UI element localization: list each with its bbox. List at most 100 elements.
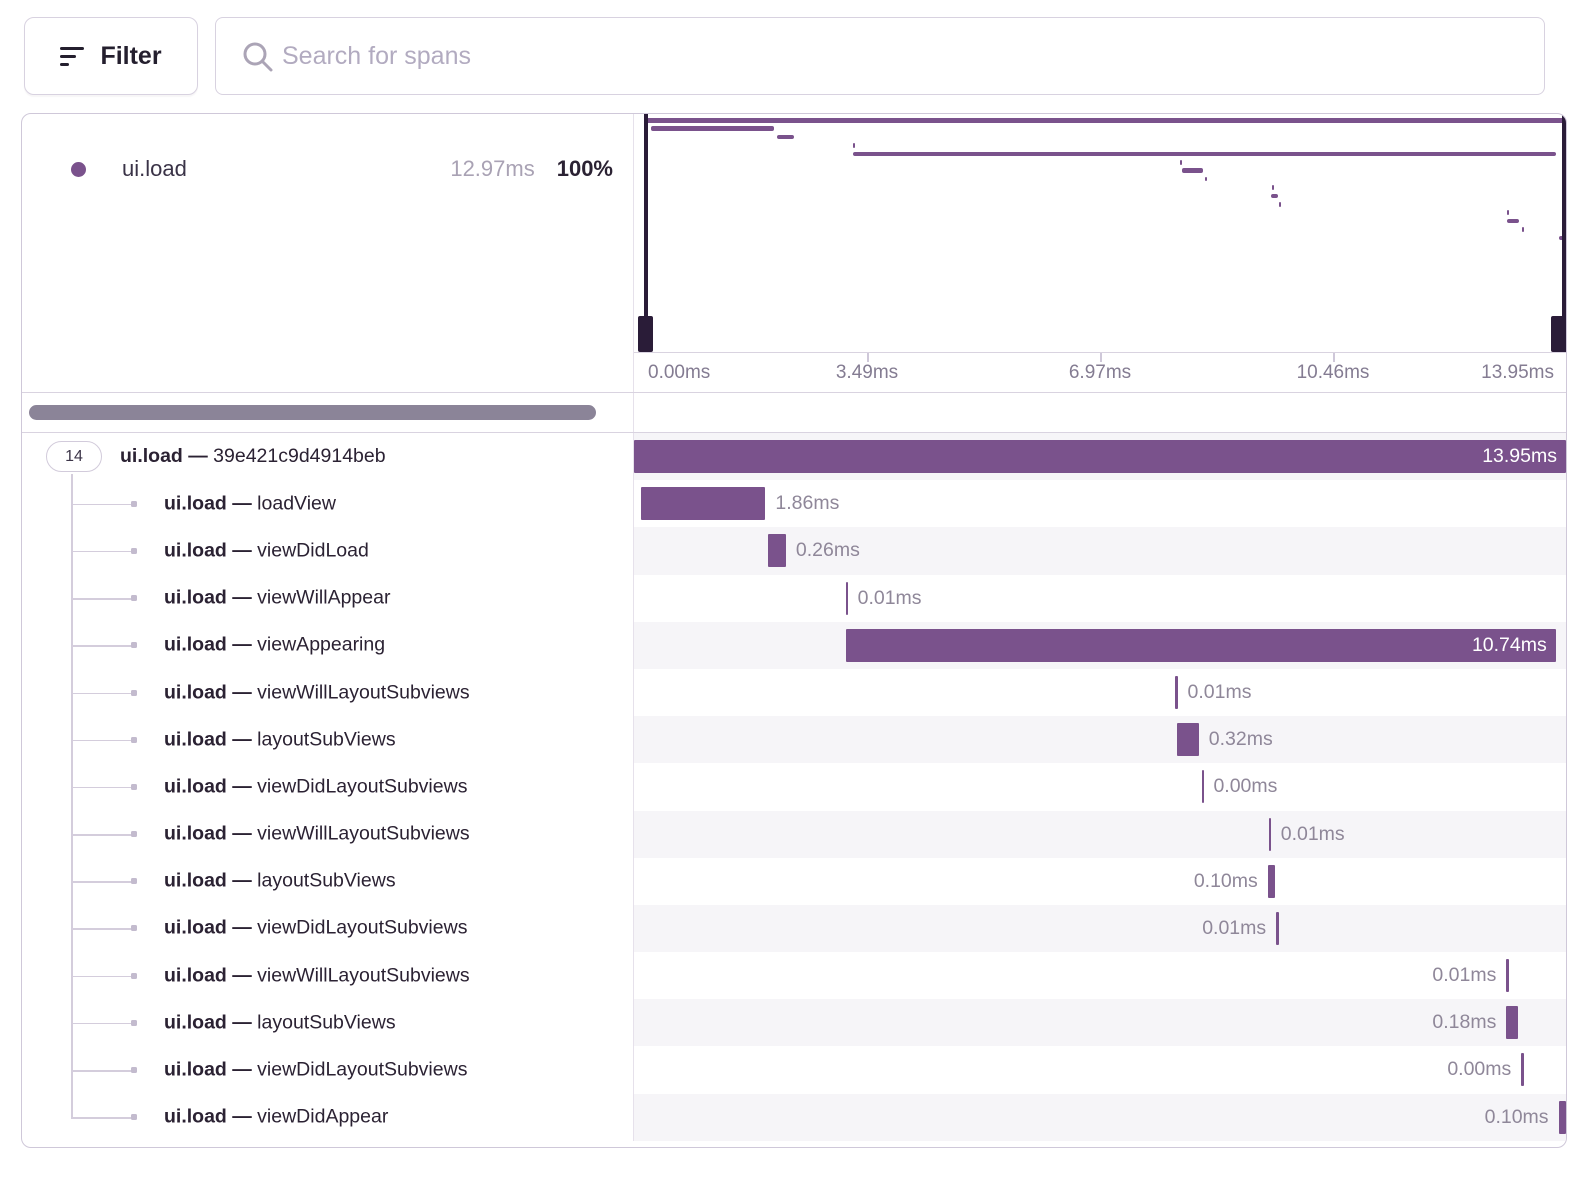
search-input[interactable] (282, 18, 1530, 94)
span-duration-bar[interactable] (1558, 1100, 1566, 1134)
span-description: viewAppearing (257, 633, 386, 656)
span-row[interactable]: ui.load — layoutSubViews 0.32ms (22, 716, 1566, 764)
span-duration-bar[interactable] (1521, 1053, 1524, 1087)
span-row[interactable]: ui.load — layoutSubViews 0.18ms (22, 999, 1566, 1047)
span-description: viewDidLayoutSubviews (257, 1058, 468, 1081)
span-label: ui.load — viewWillLayoutSubviews (164, 823, 470, 846)
scrollbar-track (22, 393, 634, 432)
trace-minimap[interactable] (634, 114, 1566, 353)
span-label: ui.load — viewWillAppear (164, 587, 390, 610)
span-row[interactable]: ui.load — viewWillLayoutSubviews 0.01ms (22, 668, 1566, 717)
span-row[interactable]: ui.load — layoutSubViews 0.10ms (22, 857, 1566, 905)
span-duration-bar[interactable] (640, 487, 766, 521)
waterfall-cell: 0.10ms (634, 1093, 1566, 1141)
span-label: ui.load — viewDidLayoutSubviews (164, 917, 467, 940)
waterfall-cell: 0.01ms (634, 669, 1566, 716)
minimap-span-area (644, 114, 1566, 352)
span-op: ui.load — (164, 1058, 258, 1081)
tree-connector (71, 739, 131, 742)
duration-label: 0.10ms (1484, 1105, 1549, 1128)
waterfall-cell: 0.01ms (634, 904, 1566, 953)
minimap-grip-right[interactable] (1551, 316, 1566, 353)
span-tree-cell: ui.load — viewDidAppear (22, 1093, 634, 1141)
span-description: layoutSubViews (257, 1011, 396, 1034)
minimap-span-bar (1205, 176, 1208, 182)
span-duration-bar[interactable] (1175, 675, 1178, 709)
minimap-handle-right[interactable] (1562, 114, 1566, 353)
span-row[interactable]: ui.load — viewAppearing 10.74ms (22, 621, 1566, 669)
minimap-span-bar (644, 118, 1566, 123)
span-op: ui.load — (164, 1011, 258, 1034)
span-op: ui.load — (164, 492, 258, 515)
tree-connector-dot (131, 925, 137, 932)
span-row[interactable]: ui.load — viewDidLoad 0.26ms (22, 527, 1566, 575)
span-duration-bar[interactable] (768, 534, 786, 568)
span-tree-cell: ui.load — viewDidLayoutSubviews (22, 904, 634, 953)
span-row[interactable]: ui.load — viewDidLayoutSubviews 0.00ms (22, 763, 1566, 811)
duration-label: 1.86ms (775, 492, 840, 515)
span-duration-bar[interactable] (1201, 770, 1205, 804)
span-description: loadView (257, 492, 336, 515)
filter-button-label: Filter (100, 41, 162, 70)
minimap-column: 0.00ms 3.49ms 6.97ms 10.46ms 13.95ms (634, 114, 1566, 392)
span-op: ui.load — (164, 822, 258, 845)
waterfall-cell: 0.00ms (634, 763, 1566, 810)
span-duration-bar[interactable]: 13.95ms (634, 440, 1566, 473)
tree-connector (71, 975, 131, 978)
span-label: ui.load — layoutSubViews (164, 870, 396, 893)
span-op: ui.load — (164, 964, 258, 987)
span-row[interactable]: ui.load — viewDidAppear 0.10ms (22, 1093, 1566, 1141)
span-op: ui.load — (164, 633, 258, 656)
span-op: ui.load — (164, 916, 258, 939)
span-description: viewDidLayoutSubviews (257, 916, 468, 939)
span-row[interactable]: ui.load — viewWillAppear 0.01ms (22, 574, 1566, 622)
span-duration-bar[interactable] (1276, 911, 1279, 945)
duration-label: 0.01ms (1280, 822, 1345, 845)
axis-tick-label: 3.49ms (835, 362, 899, 384)
span-row[interactable]: ui.load — loadView 1.86ms (22, 480, 1566, 528)
span-op: ui.load — (164, 869, 258, 892)
axis-tick-label: 6.97ms (1068, 362, 1132, 384)
span-duration-bar[interactable] (1267, 864, 1275, 898)
span-op: ui.load — (164, 586, 258, 609)
waterfall-cell: 13.95ms (634, 433, 1566, 481)
span-tree-cell: ui.load — viewWillAppear (22, 574, 634, 622)
span-duration-bar[interactable] (1506, 959, 1509, 993)
horizontal-scrollbar[interactable] (29, 405, 596, 420)
span-op: ui.load — (164, 539, 258, 562)
span-row[interactable]: 14 ui.load — 39e421c9d4914beb 13.95ms (22, 433, 1566, 481)
minimap-span-bar (776, 134, 795, 140)
expand-children-badge[interactable]: 14 (46, 441, 102, 473)
tree-connector (71, 786, 131, 789)
span-duration-bar[interactable] (1268, 817, 1272, 851)
span-duration-bar[interactable] (845, 581, 849, 615)
span-duration-bar[interactable] (1506, 1006, 1519, 1040)
waterfall-cell: 0.01ms (634, 952, 1566, 999)
minimap-handle-left[interactable] (644, 114, 648, 353)
waterfall-cell: 0.18ms (634, 999, 1566, 1047)
span-description: viewDidLoad (257, 539, 369, 562)
span-row[interactable]: ui.load — viewDidLayoutSubviews 0.01ms (22, 904, 1566, 953)
span-tree-cell: ui.load — layoutSubViews (22, 857, 634, 905)
span-label: ui.load — viewDidLoad (164, 539, 369, 562)
minimap-span-bar (1179, 160, 1182, 165)
tree-connector (71, 1093, 73, 1118)
minimap-span-bar (1506, 210, 1509, 215)
span-row[interactable]: ui.load — viewWillLayoutSubviews 0.01ms (22, 810, 1566, 858)
tree-connector (71, 474, 73, 481)
span-tree-cell: ui.load — viewDidLayoutSubviews (22, 763, 634, 811)
tree-connector (71, 692, 131, 695)
span-duration-bar[interactable] (1177, 723, 1199, 757)
toolbar: Filter (24, 17, 1545, 95)
filter-button[interactable]: Filter (24, 17, 198, 95)
duration-label: 0.18ms (1432, 1011, 1497, 1034)
minimap-span-bar (1521, 227, 1524, 232)
span-op: ui.load — (164, 775, 258, 798)
minimap-grip-left[interactable] (638, 316, 653, 353)
span-duration-bar[interactable]: 10.74ms (845, 628, 1556, 662)
minimap-span-bar (1270, 193, 1278, 199)
span-rows: 14 ui.load — 39e421c9d4914beb 13.95ms ui.lo… (22, 433, 1566, 1147)
duration-label: 0.01ms (1432, 964, 1497, 987)
span-row[interactable]: ui.load — viewDidLayoutSubviews 0.00ms (22, 1046, 1566, 1094)
span-row[interactable]: ui.load — viewWillLayoutSubviews 0.01ms (22, 952, 1566, 1000)
